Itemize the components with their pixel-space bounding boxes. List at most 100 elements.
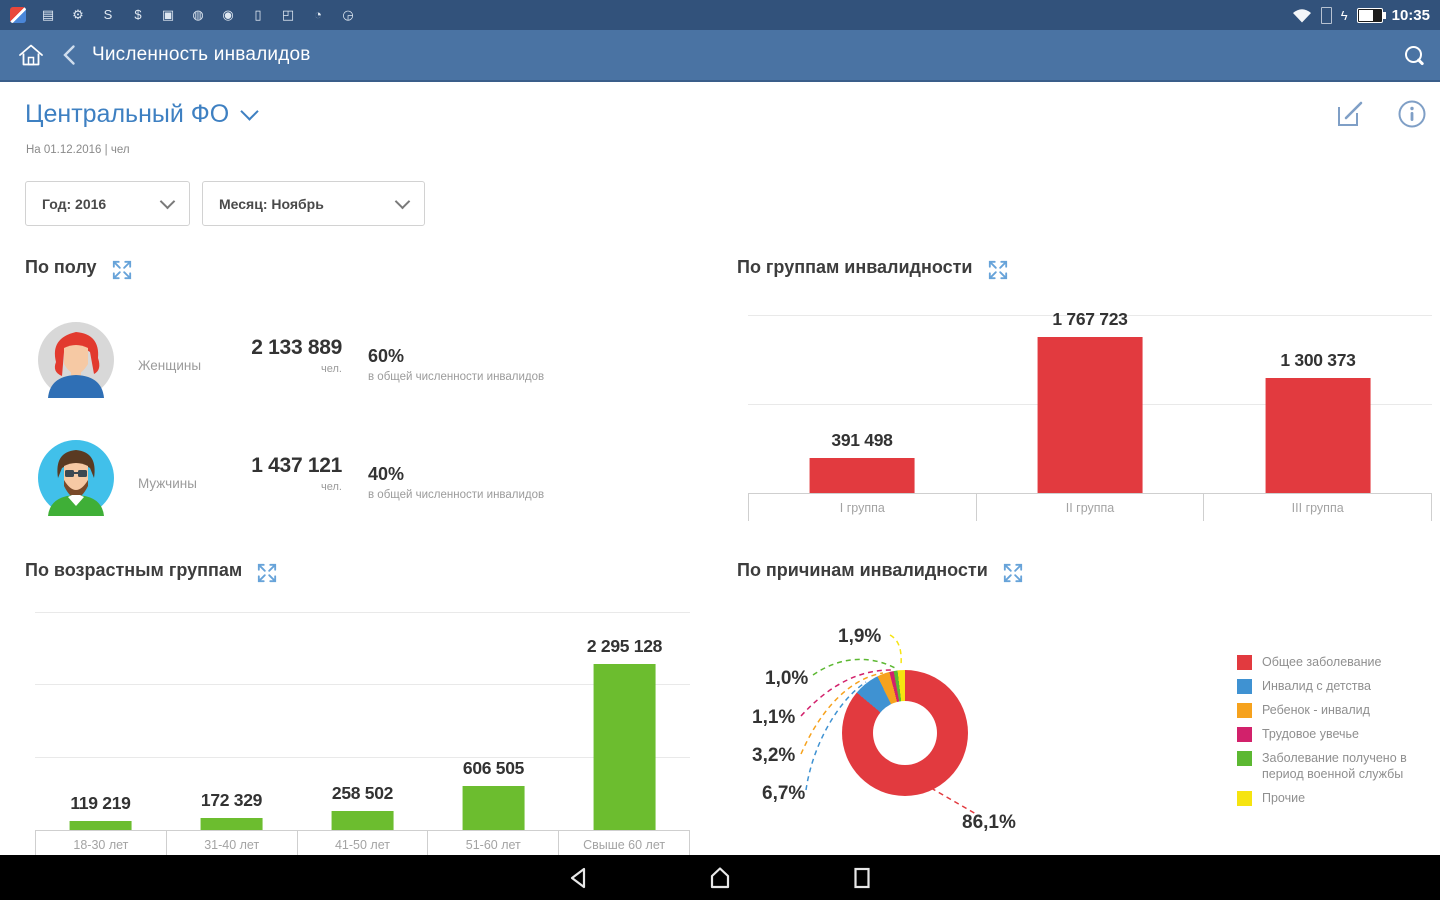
charging-bolt-icon: ϟ	[1340, 7, 1348, 23]
gridline	[35, 611, 690, 613]
legend-label: Прочие	[1262, 791, 1306, 806]
chevron-down-icon	[159, 193, 176, 210]
gender-unit: чел.	[321, 363, 342, 375]
region-name[interactable]: Центральный ФО	[25, 100, 230, 128]
status-bar: ▤ ⚙ S $ ▣ ◍ ◉ ▯ ◰ ◔ ◶ ϟ 10:35	[0, 0, 1440, 30]
gridline	[35, 756, 690, 758]
year-dropdown[interactable]: Год: 2016	[25, 181, 190, 226]
folder-icon: ▤	[41, 7, 55, 22]
bar	[69, 821, 132, 830]
leader-line	[889, 634, 902, 666]
back-chevron-icon[interactable]	[62, 44, 76, 66]
info-icon[interactable]	[1396, 98, 1428, 130]
category-axis: 18-30 лет 31-40 лет 41-50 лет 51-60 лет Свыш…	[35, 830, 690, 858]
gender-percent: 60%	[368, 346, 405, 366]
status-icons: ▤ ⚙ S $ ▣ ◍ ◉ ▯ ◰ ◔ ◶	[10, 7, 356, 23]
bar	[462, 786, 525, 830]
donut-pct-label: 6,7%	[762, 783, 806, 804]
nav-home-icon[interactable]	[707, 866, 733, 890]
category-label: Свыше 60 лет	[558, 831, 689, 858]
page-title: Численность инвалидов	[92, 44, 311, 65]
legend-swatch	[1237, 750, 1252, 766]
bar-value-label: 1 300 373	[1280, 350, 1356, 371]
bar-value-label: 1 767 723	[1052, 308, 1128, 329]
status-right: ϟ 10:35	[1292, 6, 1430, 24]
category-label: 18-30 лет	[35, 831, 166, 858]
android-nav-bar	[0, 855, 1440, 900]
donut-pct-label: 3,2%	[752, 745, 796, 766]
donut-pct-label: 1,1%	[752, 707, 796, 728]
settings-gear-icon: ◉	[222, 7, 234, 22]
expand-icon[interactable]	[986, 258, 1010, 282]
home-icon[interactable]	[16, 42, 46, 68]
donut-pct-label: 1,9%	[838, 626, 882, 647]
donut-pct-label: 1,0%	[765, 668, 809, 689]
leader-line	[800, 672, 884, 755]
category-label: III группа	[1203, 494, 1431, 521]
gender-unit: чел.	[321, 481, 342, 493]
legend-label: Общее заболевание	[1262, 655, 1382, 669]
leader-line	[800, 669, 892, 717]
gender-row-male: Мужчины 1 437 121 чел. 40% в общей числе…	[25, 440, 605, 536]
bar-value-label: 2 295 128	[586, 635, 663, 656]
wrench-icon: ⚙	[72, 7, 84, 22]
legend-swatch	[1237, 791, 1252, 807]
disability-groups-chart: 391 498 1 767 723 1 300 373 I группа II груп…	[748, 308, 1432, 521]
camera-icon: ◰	[281, 7, 295, 22]
category-label: 31-40 лет	[165, 831, 297, 858]
as-of-date: На 01.12.2016 | чел	[26, 144, 130, 156]
expand-icon[interactable]	[255, 561, 279, 585]
legend-item: Прочие	[1237, 790, 1437, 807]
status-time: 10:35	[1391, 6, 1430, 24]
legend-label: Ребенок - инвалид	[1262, 702, 1370, 717]
expand-icon[interactable]	[110, 258, 134, 282]
legend-swatch	[1237, 702, 1252, 718]
bar-value-label: 119 219	[70, 793, 131, 814]
gender-row-female: Женщины 2 133 889 чел. 60% в общей числе…	[25, 322, 605, 418]
search-icon[interactable]	[1404, 45, 1424, 66]
bar	[200, 817, 263, 830]
legend-swatch	[1237, 655, 1252, 670]
gender-count: 2 133 889	[251, 336, 342, 359]
legend-item: Инвалид с детства	[1237, 678, 1437, 695]
month-dropdown[interactable]: Месяц: Ноябрь	[202, 181, 425, 226]
nav-recents-icon[interactable]	[851, 866, 873, 890]
chevron-down-icon	[240, 102, 259, 121]
section-title-age: По возрастным группам	[25, 560, 279, 585]
chevron-down-icon	[394, 193, 411, 210]
legend-label: Трудовое увечье	[1262, 726, 1359, 741]
legend-item: Заболевание получено в период военной сл…	[1237, 750, 1437, 784]
donut-leader-lines	[800, 634, 977, 815]
expand-icon[interactable]	[1001, 561, 1025, 585]
category-label: 51-60 лет	[427, 831, 558, 858]
payment-icon: $	[134, 7, 142, 22]
battery-app-icon: ▯	[254, 7, 262, 22]
gender-label: Мужчины	[138, 476, 197, 491]
male-avatar	[38, 440, 114, 516]
gridline	[35, 684, 690, 685]
legend-swatch	[1237, 678, 1252, 694]
wifi-icon	[1292, 8, 1311, 22]
month-dropdown-value: Месяц: Ноябрь	[219, 195, 324, 212]
region-selector[interactable]: Центральный ФО	[25, 100, 259, 129]
legend-item: Общее заболевание	[1237, 654, 1437, 671]
app-bar: Численность инвалидов	[0, 30, 1440, 82]
bar-I группа: 391 498	[748, 311, 976, 493]
gender-percent-note: в общей численности инвалидов	[368, 371, 545, 383]
gridline	[748, 315, 1432, 317]
gender-label: Женщины	[138, 358, 202, 373]
legend-item: Ребенок - инвалид	[1237, 702, 1437, 719]
bar-value-label: 172 329	[200, 789, 263, 810]
nav-back-icon[interactable]	[567, 866, 589, 890]
gender-percent: 40%	[368, 464, 405, 484]
bar-II группа: 1 767 723	[976, 308, 1204, 493]
edit-icon[interactable]	[1334, 98, 1366, 130]
plot-area: 391 498 1 767 723 1 300 373	[748, 308, 1432, 493]
clock-icon: ◔	[314, 7, 322, 22]
bar-Свыше 60 лет: 2 295 128	[559, 598, 690, 830]
section-title-causes: По причинам инвалидности	[737, 560, 1025, 585]
plot-area: 119 219 172 329 258 502 606 505 2 295 128	[35, 598, 690, 830]
bar-18-30 лет: 119 219	[35, 598, 166, 830]
category-label: II группа	[975, 494, 1204, 521]
bar	[1037, 336, 1143, 493]
